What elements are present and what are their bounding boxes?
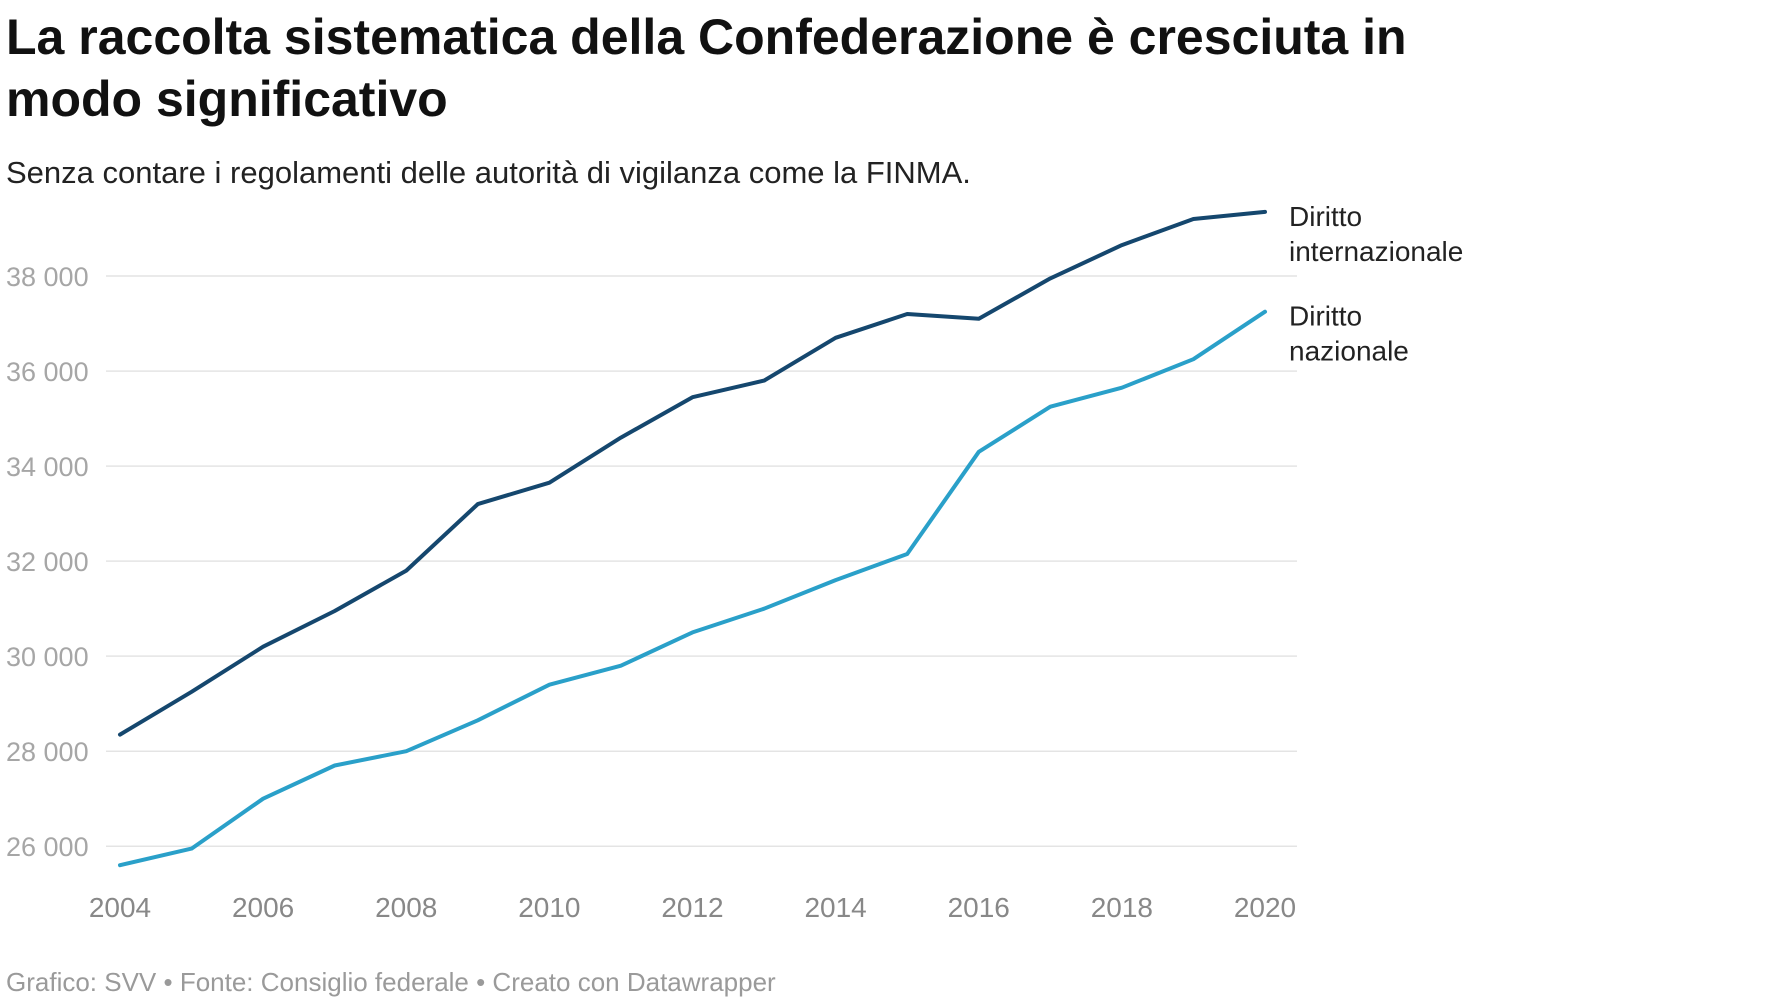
x-tick-label: 2012	[661, 892, 723, 923]
chart-subtitle: Senza contare i regolamenti delle autori…	[6, 155, 971, 190]
y-tick-label: 32 000	[6, 547, 89, 577]
y-tick-label: 38 000	[6, 262, 89, 292]
y-tick-label: 26 000	[6, 832, 89, 862]
series-line-diritto-internazionale	[118, 209, 1267, 737]
x-axis: 2004 2006 2008 2010 2012 2014 2016 2018 2020	[89, 892, 1296, 923]
series-label: Diritto	[1289, 201, 1362, 232]
chart-credit: Grafico: SVV • Fonte: Consiglio federale…	[6, 967, 776, 997]
y-tick-label: 28 000	[6, 737, 89, 767]
series-labels: Diritto internazionale Diritto nazionale	[1289, 201, 1463, 367]
gridlines	[106, 275, 1297, 847]
y-tick-label: 30 000	[6, 642, 89, 672]
y-tick-label: 36 000	[6, 357, 89, 387]
series-label: Diritto	[1289, 301, 1362, 332]
x-tick-label: 2020	[1234, 892, 1296, 923]
x-tick-label: 2016	[948, 892, 1010, 923]
x-tick-label: 2014	[804, 892, 866, 923]
x-tick-label: 2018	[1091, 892, 1153, 923]
x-tick-label: 2004	[89, 892, 151, 923]
series-label: internazionale	[1289, 236, 1463, 267]
x-tick-label: 2010	[518, 892, 580, 923]
chart-title: La raccolta sistematica della Confederaz…	[6, 9, 1407, 127]
y-axis: 26 000 28 000 30 000 32 000 34 000 36 000 38 0…	[6, 262, 89, 862]
x-tick-label: 2008	[375, 892, 437, 923]
x-tick-label: 2006	[232, 892, 294, 923]
series-lines	[118, 209, 1267, 868]
series-label: nazionale	[1289, 336, 1409, 367]
y-tick-label: 34 000	[6, 452, 89, 482]
series-line-diritto-nazionale	[118, 309, 1267, 868]
